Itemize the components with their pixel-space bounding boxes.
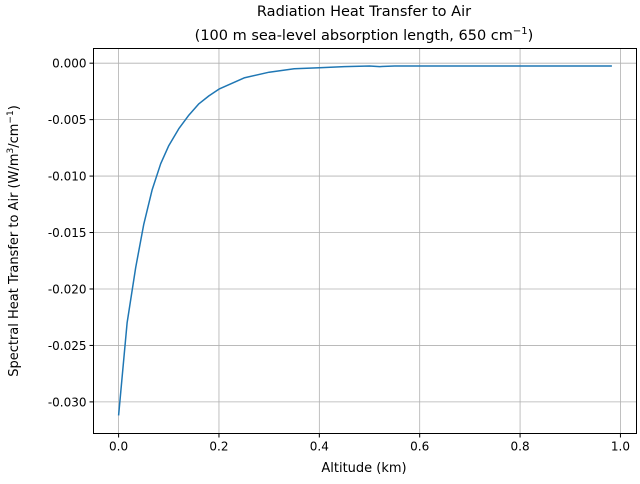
x-tick-label: 0.4 (310, 440, 329, 454)
y-tick-label: -0.020 (48, 282, 87, 296)
y-tick-label: -0.005 (48, 113, 87, 127)
y-tick-label: -0.030 (48, 395, 87, 409)
x-tick-label: 0.2 (209, 440, 228, 454)
chart-subtitle: (100 m sea-level absorption length, 650 … (195, 26, 534, 44)
x-tick-label: 1.0 (611, 440, 630, 454)
y-tick-label: -0.010 (48, 170, 87, 184)
series-line (117, 65, 612, 416)
y-tick-label: -0.015 (48, 226, 87, 240)
series-layer (117, 65, 612, 416)
y-tick-label: 0.000 (52, 57, 86, 71)
chart-title: Radiation Heat Transfer to Air (257, 4, 471, 20)
x-tick-label: 0.8 (511, 440, 530, 454)
grid (93, 48, 637, 434)
x-tick-label: 0.6 (410, 440, 429, 454)
axes-frame (93, 48, 637, 434)
ticks: 0.0 0.2 0.4 0.6 0.8 1.0 0.000 -0.005 -0.010 -0.01… (48, 57, 630, 454)
x-tick-label: 0.0 (109, 440, 128, 454)
x-axis-label: Altitude (km) (321, 461, 406, 476)
y-axis-label: Spectral Heat Transfer to Air (W/m3/cm−1… (6, 105, 22, 377)
y-tick-label: -0.025 (48, 339, 87, 353)
